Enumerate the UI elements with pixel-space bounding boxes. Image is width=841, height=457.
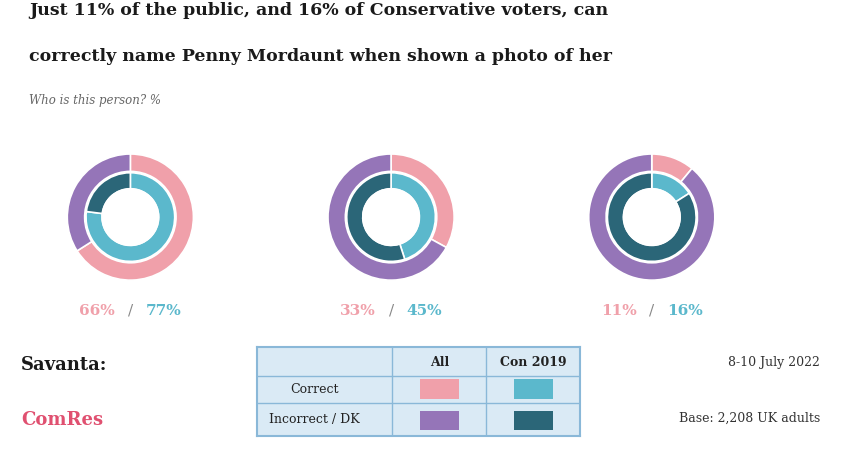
Text: Base: 2,208 UK adults: Base: 2,208 UK adults xyxy=(679,411,820,424)
Text: /: / xyxy=(128,304,133,318)
Wedge shape xyxy=(67,154,130,251)
Wedge shape xyxy=(391,154,454,247)
Wedge shape xyxy=(328,154,447,280)
Bar xyxy=(514,410,553,430)
Wedge shape xyxy=(652,154,692,182)
Text: 33%: 33% xyxy=(340,304,376,318)
Text: 66%: 66% xyxy=(79,304,115,318)
Text: ComRes: ComRes xyxy=(21,411,103,429)
Wedge shape xyxy=(391,173,436,259)
Circle shape xyxy=(362,189,420,245)
Wedge shape xyxy=(652,173,690,202)
Text: Con 2019: Con 2019 xyxy=(500,356,567,368)
Bar xyxy=(420,379,459,399)
Wedge shape xyxy=(86,173,175,261)
Wedge shape xyxy=(346,173,405,261)
Text: Savanta:: Savanta: xyxy=(21,356,108,374)
Text: 45%: 45% xyxy=(406,304,442,318)
Text: Who is this person? %: Who is this person? % xyxy=(29,94,161,106)
Text: /: / xyxy=(389,304,394,318)
Text: Just 11% of the public, and 16% of Conservative voters, can: Just 11% of the public, and 16% of Conse… xyxy=(29,2,609,19)
Circle shape xyxy=(623,189,680,245)
Bar xyxy=(420,410,459,430)
Wedge shape xyxy=(607,173,696,261)
Text: /: / xyxy=(649,304,654,318)
Text: 16%: 16% xyxy=(667,304,703,318)
Wedge shape xyxy=(589,154,715,280)
Wedge shape xyxy=(77,154,193,280)
Text: All: All xyxy=(430,356,449,368)
Text: Correct: Correct xyxy=(290,383,339,396)
Text: 8-10 July 2022: 8-10 July 2022 xyxy=(728,356,820,369)
Text: correctly name Penny Mordaunt when shown a photo of her: correctly name Penny Mordaunt when shown… xyxy=(29,48,612,65)
Text: 77%: 77% xyxy=(145,304,182,318)
Wedge shape xyxy=(87,173,130,213)
Text: Incorrect / DK: Incorrect / DK xyxy=(269,413,360,426)
Bar xyxy=(514,379,553,399)
Text: 11%: 11% xyxy=(600,304,637,318)
Circle shape xyxy=(102,189,159,245)
